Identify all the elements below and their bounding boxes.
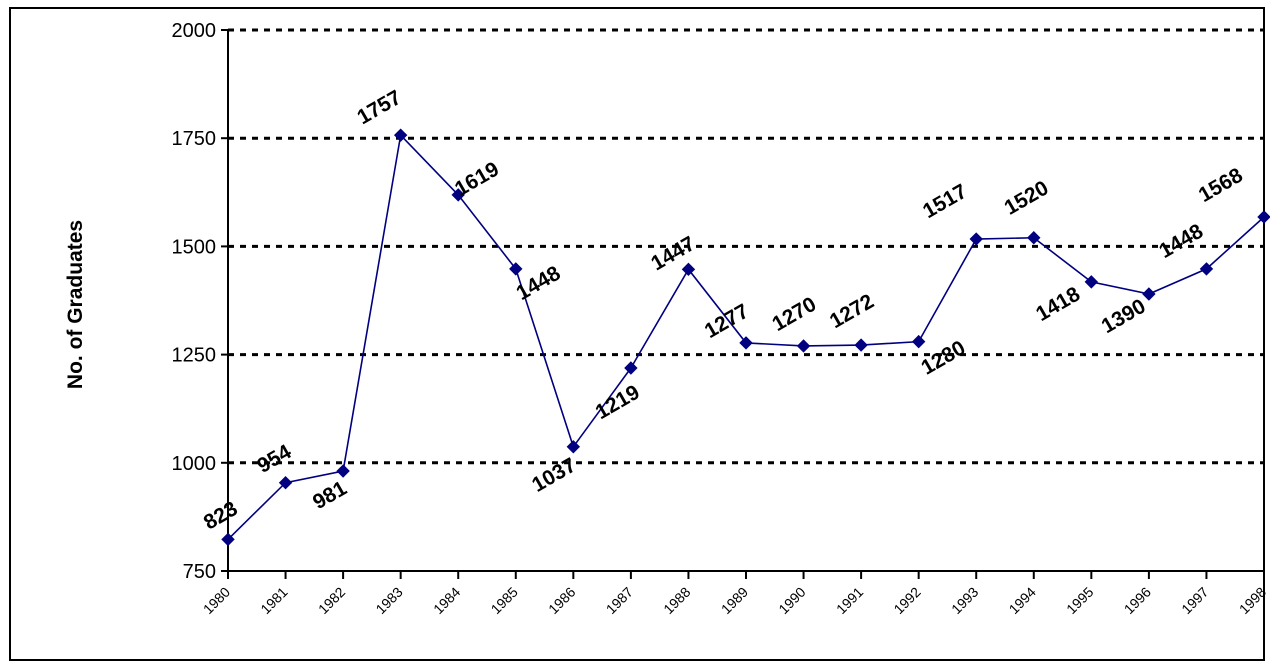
x-tick-label-1983: 1983 (372, 584, 405, 617)
chart-frame (9, 7, 1265, 661)
data-point-1991 (854, 338, 868, 352)
data-label-1992: 1280 (917, 336, 969, 379)
data-point-1998 (1257, 210, 1270, 224)
y-axis-title: No. of Graduates (64, 220, 87, 389)
data-point-1984 (451, 188, 465, 202)
data-point-1987 (624, 361, 638, 375)
data-label-1983: 1757 (353, 86, 405, 129)
x-tick-label-1988: 1988 (660, 584, 693, 617)
x-tick-label-1997: 1997 (1178, 584, 1211, 617)
x-tick-label-1989: 1989 (718, 584, 751, 617)
data-point-1993 (969, 232, 983, 246)
data-point-1989 (739, 336, 753, 350)
y-tick-label-1750: 1750 (172, 128, 217, 150)
data-point-1997 (1199, 262, 1214, 276)
data-point-1988 (681, 262, 696, 277)
x-tick-label-1998: 1998 (1236, 584, 1269, 617)
data-point-1986 (566, 440, 581, 454)
data-label-1986: 1037 (528, 454, 580, 497)
x-tick-label-1984: 1984 (430, 584, 463, 617)
y-tick-label-1500: 1500 (172, 236, 217, 258)
data-label-1997: 1448 (1155, 219, 1207, 262)
x-tick-label-1980: 1980 (200, 584, 233, 617)
data-label-1980: 823 (200, 497, 242, 534)
data-label-1990: 1270 (768, 293, 820, 336)
data-point-1983 (393, 128, 408, 142)
data-label-1989: 1277 (701, 300, 753, 343)
data-label-1996: 1390 (1098, 295, 1150, 338)
data-point-1996 (1142, 287, 1156, 301)
x-tick-label-1982: 1982 (315, 584, 348, 617)
y-tick-label-1000: 1000 (172, 453, 217, 475)
x-tick-label-1985: 1985 (488, 584, 521, 617)
data-label-1994: 1520 (1001, 176, 1053, 219)
data-label-1981: 954 (253, 440, 295, 478)
x-tick-label-1990: 1990 (775, 584, 808, 617)
data-point-1995 (1084, 275, 1099, 289)
data-point-1985 (509, 262, 523, 276)
data-label-1998: 1568 (1195, 164, 1247, 207)
data-point-1994 (1027, 231, 1041, 245)
x-tick-label-1991: 1991 (833, 584, 866, 617)
y-axis-title-group: No. of Graduates (64, 220, 87, 389)
x-tick-label-1986: 1986 (545, 584, 578, 617)
data-point-1980 (221, 532, 235, 547)
y-tick-label-2000: 2000 (172, 20, 217, 42)
x-tick-label-1987: 1987 (603, 584, 636, 617)
data-label-1993: 1517 (919, 180, 971, 223)
x-tick-label-1995: 1995 (1063, 584, 1096, 617)
data-label-1982: 981 (309, 477, 351, 515)
x-tick-label-1996: 1996 (1121, 584, 1154, 617)
y-tick-label-1250: 1250 (172, 345, 217, 367)
data-label-1991: 1272 (826, 290, 878, 333)
data-point-1990 (796, 339, 811, 353)
y-tick-label-750: 750 (183, 561, 216, 583)
data-label-1984: 1619 (451, 158, 503, 201)
data-point-1992 (911, 334, 926, 349)
data-point-1981 (278, 476, 293, 490)
data-point-1982 (336, 464, 350, 478)
x-tick-label-1992: 1992 (890, 584, 923, 617)
x-tick-label-1994: 1994 (1006, 584, 1039, 617)
x-tick-label-1993: 1993 (948, 584, 981, 617)
data-label-1995: 1418 (1032, 282, 1084, 325)
x-tick-label-1981: 1981 (257, 584, 290, 617)
